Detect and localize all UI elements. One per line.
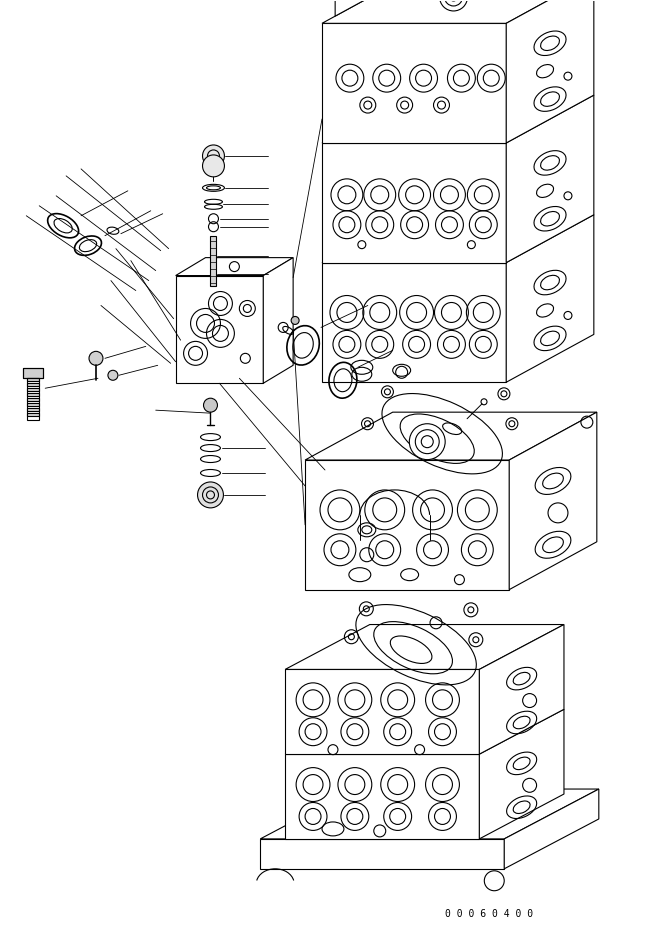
Polygon shape bbox=[322, 0, 594, 23]
Circle shape bbox=[291, 316, 299, 324]
Bar bbox=[27, 403, 39, 406]
Circle shape bbox=[439, 0, 468, 11]
Polygon shape bbox=[479, 710, 564, 839]
Text: 0 0 0 6 0 4 0 0: 0 0 0 6 0 4 0 0 bbox=[445, 909, 533, 919]
Polygon shape bbox=[504, 789, 599, 869]
Polygon shape bbox=[322, 23, 506, 143]
Bar bbox=[27, 413, 39, 416]
Circle shape bbox=[204, 398, 217, 412]
Bar bbox=[27, 379, 39, 420]
Bar bbox=[27, 409, 39, 411]
Bar bbox=[23, 368, 43, 379]
Polygon shape bbox=[322, 95, 594, 143]
Polygon shape bbox=[506, 95, 594, 263]
Polygon shape bbox=[335, 0, 390, 16]
Circle shape bbox=[203, 155, 225, 177]
Circle shape bbox=[203, 145, 225, 166]
Polygon shape bbox=[260, 839, 504, 869]
Circle shape bbox=[410, 424, 445, 460]
Bar bbox=[27, 388, 39, 391]
Circle shape bbox=[89, 352, 103, 366]
Polygon shape bbox=[509, 412, 597, 590]
Polygon shape bbox=[285, 669, 479, 755]
Bar bbox=[23, 368, 43, 379]
Bar bbox=[27, 394, 39, 396]
Bar bbox=[27, 383, 39, 386]
Bar bbox=[27, 379, 39, 381]
Bar bbox=[210, 236, 217, 285]
Bar bbox=[27, 398, 39, 401]
Polygon shape bbox=[285, 755, 479, 839]
Polygon shape bbox=[305, 412, 597, 460]
Polygon shape bbox=[175, 258, 293, 276]
Polygon shape bbox=[322, 143, 506, 263]
Polygon shape bbox=[322, 263, 506, 382]
Polygon shape bbox=[322, 215, 594, 263]
Polygon shape bbox=[479, 625, 564, 755]
Polygon shape bbox=[285, 710, 564, 755]
Polygon shape bbox=[285, 625, 564, 669]
Polygon shape bbox=[506, 215, 594, 382]
Polygon shape bbox=[260, 789, 599, 839]
Circle shape bbox=[108, 370, 118, 381]
Circle shape bbox=[197, 482, 223, 508]
Polygon shape bbox=[175, 276, 263, 383]
Polygon shape bbox=[506, 0, 594, 143]
Polygon shape bbox=[305, 460, 509, 590]
Polygon shape bbox=[263, 258, 293, 383]
